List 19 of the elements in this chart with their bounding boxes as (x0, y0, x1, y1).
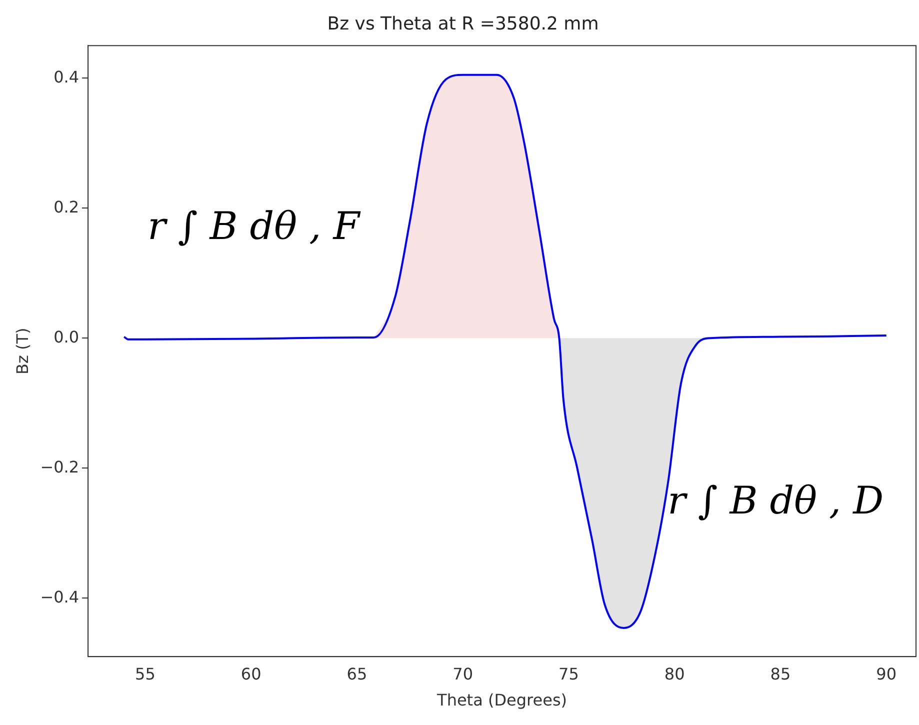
chart-title: Bz vs Theta at R =3580.2 mm (327, 13, 599, 34)
x-tick-label: 80 (664, 664, 685, 684)
x-tick-label: 60 (240, 664, 262, 684)
x-tick-label: 70 (452, 664, 474, 684)
x-tick-label: 55 (135, 664, 156, 684)
y-tick-label: −0.4 (40, 587, 80, 606)
y-tick-label: 0.0 (54, 327, 80, 346)
annotation: r ∫ B dθ , F (148, 204, 362, 248)
x-tick-label: 85 (770, 664, 791, 684)
x-tick-label: 75 (558, 664, 579, 684)
x-tick-label: 65 (346, 664, 368, 684)
line-series (123, 74, 888, 629)
y-axis-title: Bz (T) (12, 328, 32, 374)
annotation: r ∫ B dθ , D (668, 478, 884, 523)
x-axis-title: Theta (Degrees) (436, 690, 568, 710)
y-tick-label: −0.2 (40, 457, 80, 476)
y-tick-label: 0.4 (54, 67, 80, 86)
x-tick-label: 90 (876, 664, 897, 684)
y-tick-label: 0.2 (54, 197, 80, 216)
